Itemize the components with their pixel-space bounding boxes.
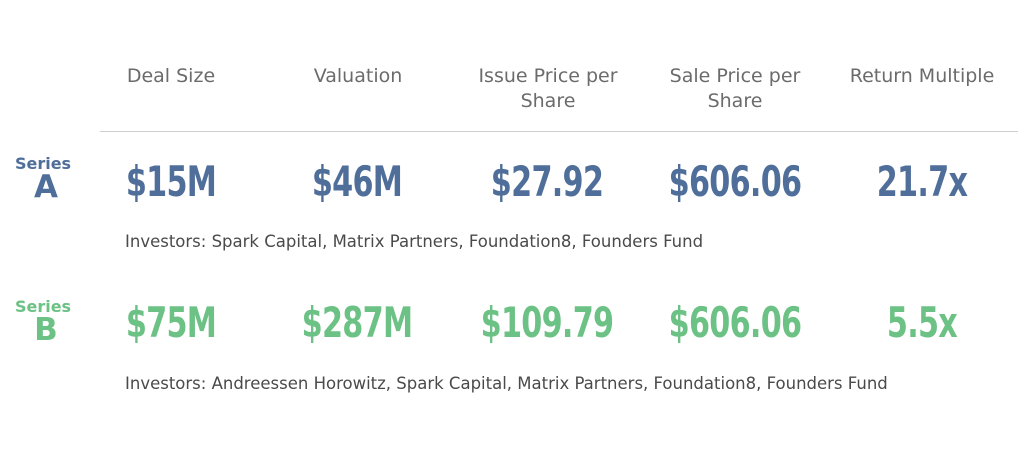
series-b-word: Series: [14, 297, 72, 316]
series-a-sale-price: $606.06: [668, 157, 802, 206]
header-divider: [100, 131, 1018, 132]
header-sale-price: Sale Price per Share: [669, 65, 801, 112]
series-a-investors: Investors: Spark Capital, Matrix Partner…: [125, 232, 704, 251]
series-b-return-multiple: 5.5x: [886, 298, 958, 347]
series-a-deal-size: $15M: [125, 157, 217, 206]
series-a-valuation: $46M: [311, 157, 403, 206]
series-a-issue-price: $27.92: [490, 157, 604, 206]
header-return-multiple: Return Multiple: [849, 65, 995, 87]
series-a-label: Series A: [15, 155, 100, 203]
series-b-issue-price: $109.79: [480, 298, 614, 347]
header-deal-size: Deal Size: [126, 65, 216, 87]
series-a-letter: A: [34, 169, 58, 205]
header-valuation: Valuation: [313, 65, 403, 87]
series-a-return-multiple: 21.7x: [876, 157, 968, 206]
series-b-valuation: $287M: [301, 298, 413, 347]
series-b-sale-price: $606.06: [668, 298, 802, 347]
series-b-deal-size: $75M: [125, 298, 217, 347]
series-b-letter: B: [34, 312, 58, 348]
series-b-label: Series B: [15, 298, 100, 346]
series-b-investors: Investors: Andreessen Horowitz, Spark Ca…: [125, 374, 888, 393]
series-a-word: Series: [14, 154, 72, 173]
header-issue-price: Issue Price per Share: [478, 65, 618, 112]
